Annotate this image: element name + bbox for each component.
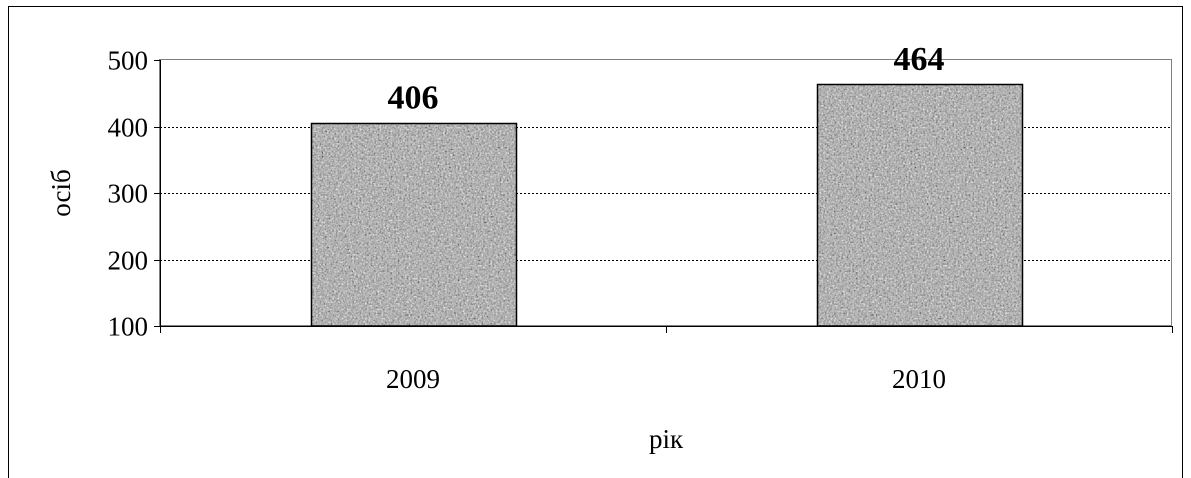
y-tick-label: 200 xyxy=(108,246,149,276)
data-label: 464 xyxy=(894,41,945,78)
y-axis-ticks: 100 200 300 400 500 xyxy=(108,46,160,342)
x-tick-label: 2009 xyxy=(386,364,440,394)
data-label: 406 xyxy=(388,80,439,117)
x-axis-label: рік xyxy=(649,424,684,454)
data-labels: 406 464 xyxy=(388,41,945,117)
y-tick-label: 100 xyxy=(108,312,149,342)
bars xyxy=(310,83,1024,327)
y-tick-label: 500 xyxy=(108,46,149,76)
y-tick-label: 400 xyxy=(108,113,149,143)
y-axis-label: осіб xyxy=(46,169,76,216)
chart-frame-border xyxy=(8,6,1183,478)
y-tick-label: 300 xyxy=(108,179,149,209)
bar-2009 xyxy=(310,122,518,327)
x-tick-label: 2010 xyxy=(892,364,946,394)
x-axis-ticks: 2009 2010 xyxy=(160,326,1173,394)
bar-2010 xyxy=(816,83,1024,327)
